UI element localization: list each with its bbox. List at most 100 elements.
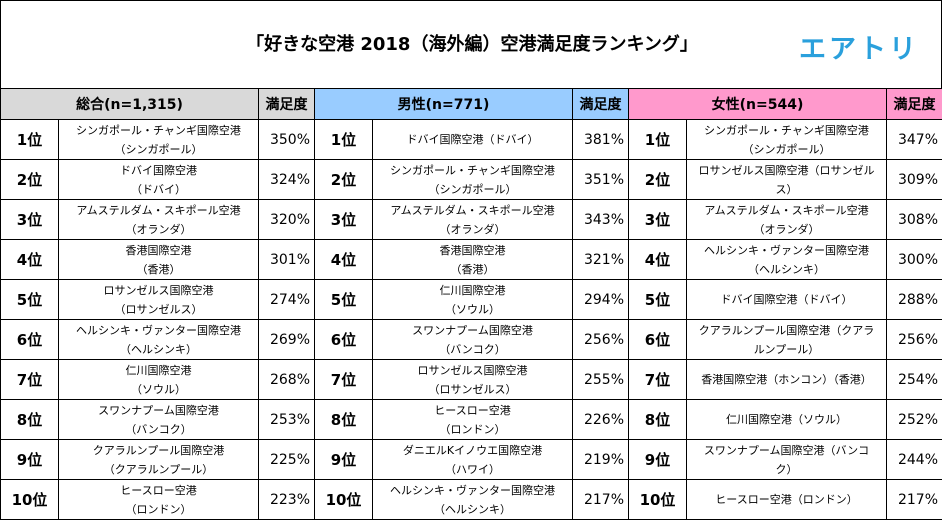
female-rank: 5位 (628, 279, 687, 320)
overall-airport-name: ロサンゼルス国際空港 （ロサンゼルス） (58, 279, 259, 320)
female-airport-name: 仁川国際空港（ソウル） (686, 399, 887, 440)
male-airport-name: ヘルシンキ・ヴァンター国際空港 （ヘルシンキ） (372, 479, 573, 520)
female-rank: 10位 (628, 479, 687, 520)
overall-satisfaction: 253% (258, 399, 315, 440)
overall-rank: 9位 (0, 439, 59, 480)
overall-satisfaction: 274% (258, 279, 315, 320)
male-airport-name: 香港国際空港 （香港） (372, 239, 573, 280)
overall-airport-name: ヘルシンキ・ヴァンター国際空港 （ヘルシンキ） (58, 319, 259, 360)
male-satisfaction: 321% (572, 239, 629, 280)
airtrip-logo: エアトリ (799, 34, 919, 65)
table-header-row: 総合(n=1,315) 満足度 男性(n=771) 満足度 女性(n=544) … (0, 88, 942, 120)
overall-satisfaction: 225% (258, 439, 315, 480)
table-row: 7位 仁川国際空港 （ソウル） 268% 7位 ロサンゼルス国際空港 （ロサンゼルス） 255… (0, 359, 942, 400)
overall-satisfaction: 350% (258, 119, 315, 160)
overall-rank: 10位 (0, 479, 59, 520)
female-rank: 8位 (628, 399, 687, 440)
male-airport-name: 仁川国際空港 （ソウル） (372, 279, 573, 320)
overall-header: 総合(n=1,315) (0, 88, 259, 120)
male-header: 男性(n=771) (314, 88, 573, 120)
female-satisfaction: 244% (886, 439, 942, 480)
overall-rank: 3位 (0, 199, 59, 240)
overall-satisfaction: 320% (258, 199, 315, 240)
male-rank: 4位 (314, 239, 373, 280)
male-rank: 2位 (314, 159, 373, 200)
female-satisfaction: 308% (886, 199, 942, 240)
overall-satisfaction: 301% (258, 239, 315, 280)
female-satisfaction: 254% (886, 359, 942, 400)
male-airport-name: スワンナプーム国際空港 （バンコク） (372, 319, 573, 360)
overall-rank: 8位 (0, 399, 59, 440)
female-satisfaction: 347% (886, 119, 942, 160)
male-airport-name: ヒースロー空港 （ロンドン） (372, 399, 573, 440)
female-rank: 6位 (628, 319, 687, 360)
overall-rank: 5位 (0, 279, 59, 320)
female-rank: 1位 (628, 119, 687, 160)
overall-airport-name: シンガポール・チャンギ国際空港 （シンガポール） (58, 119, 259, 160)
overall-airport-name: クアラルンプール国際空港 （クアラルンプール） (58, 439, 259, 480)
female-airport-name: ヘルシンキ・ヴァンター国際空港 （ヘルシンキ） (686, 239, 887, 280)
overall-rank: 7位 (0, 359, 59, 400)
male-satisfaction: 343% (572, 199, 629, 240)
table-row: 10位 ヒースロー空港 （ロンドン） 223% 10位 ヘルシンキ・ヴァンター国際空港 （ヘ… (0, 479, 942, 520)
overall-airport-name: 仁川国際空港 （ソウル） (58, 359, 259, 400)
male-airport-name: アムステルダム・スキポール空港 （オランダ） (372, 199, 573, 240)
female-satisfaction: 217% (886, 479, 942, 520)
female-satisfaction: 300% (886, 239, 942, 280)
overall-satisfaction: 269% (258, 319, 315, 360)
table-row: 4位 香港国際空港 （香港） 301% 4位 香港国際空港 （香港） 321% 4位 ヘルシンキ・… (0, 239, 942, 280)
table-row: 9位 クアラルンプール国際空港 （クアラルンプール） 225% 9位 ダニエルKイノウエ国… (0, 439, 942, 480)
female-airport-name: アムステルダム・スキポール空港 （オランダ） (686, 199, 887, 240)
female-satisfaction: 288% (886, 279, 942, 320)
overall-satisfaction: 223% (258, 479, 315, 520)
male-airport-name: ドバイ国際空港（ドバイ） (372, 119, 573, 160)
male-satisfaction: 226% (572, 399, 629, 440)
male-rank: 8位 (314, 399, 373, 440)
overall-satisfaction: 324% (258, 159, 315, 200)
female-satisfaction: 309% (886, 159, 942, 200)
female-satisfaction: 252% (886, 399, 942, 440)
female-rank: 4位 (628, 239, 687, 280)
female-rank: 2位 (628, 159, 687, 200)
female-rank: 9位 (628, 439, 687, 480)
overall-score-header: 満足度 (258, 88, 315, 120)
female-airport-name: ドバイ国際空港（ドバイ） (686, 279, 887, 320)
female-score-header: 満足度 (886, 88, 942, 120)
male-rank: 6位 (314, 319, 373, 360)
table-row: 8位 スワンナプーム国際空港 （バンコク） 253% 8位 ヒースロー空港 （ロンドン） 22… (0, 399, 942, 440)
page-title: 「好きな空港 2018（海外編）空港満足度ランキング」 (246, 34, 698, 55)
male-satisfaction: 255% (572, 359, 629, 400)
female-airport-name: ロサンゼルス国際空港（ロサンゼル ス） (686, 159, 887, 200)
male-rank: 7位 (314, 359, 373, 400)
female-airport-name: 香港国際空港（ホンコン）（香港） (686, 359, 887, 400)
overall-rank: 2位 (0, 159, 59, 200)
male-airport-name: ロサンゼルス国際空港 （ロサンゼルス） (372, 359, 573, 400)
overall-airport-name: ヒースロー空港 （ロンドン） (58, 479, 259, 520)
overall-satisfaction: 268% (258, 359, 315, 400)
overall-rank: 1位 (0, 119, 59, 160)
female-rank: 3位 (628, 199, 687, 240)
male-airport-name: シンガポール・チャンギ国際空港 （シンガポール） (372, 159, 573, 200)
male-rank: 10位 (314, 479, 373, 520)
female-airport-name: クアラルンプール国際空港（クアラ ルンプール） (686, 319, 887, 360)
ranking-table: 総合(n=1,315) 満足度 男性(n=771) 満足度 女性(n=544) … (0, 88, 942, 520)
male-rank: 3位 (314, 199, 373, 240)
overall-airport-name: アムステルダム・スキポール空港 （オランダ） (58, 199, 259, 240)
male-satisfaction: 381% (572, 119, 629, 160)
male-airport-name: ダニエルKイノウエ国際空港 （ハワイ） (372, 439, 573, 480)
male-rank: 5位 (314, 279, 373, 320)
female-airport-name: スワンナプーム国際空港（バンコ ク） (686, 439, 887, 480)
male-rank: 1位 (314, 119, 373, 160)
table-row: 3位 アムステルダム・スキポール空港 （オランダ） 320% 3位 アムステルダム・スキポ… (0, 199, 942, 240)
overall-airport-name: ドバイ国際空港 （ドバイ） (58, 159, 259, 200)
male-satisfaction: 217% (572, 479, 629, 520)
male-satisfaction: 256% (572, 319, 629, 360)
table-row: 1位 シンガポール・チャンギ国際空港 （シンガポール） 350% 1位 ドバイ国際空港（ド… (0, 119, 942, 160)
male-satisfaction: 351% (572, 159, 629, 200)
male-satisfaction: 294% (572, 279, 629, 320)
male-satisfaction: 219% (572, 439, 629, 480)
overall-rank: 4位 (0, 239, 59, 280)
female-satisfaction: 256% (886, 319, 942, 360)
overall-rank: 6位 (0, 319, 59, 360)
table-row: 6位 ヘルシンキ・ヴァンター国際空港 （ヘルシンキ） 269% 6位 スワンナプーム国際空… (0, 319, 942, 360)
